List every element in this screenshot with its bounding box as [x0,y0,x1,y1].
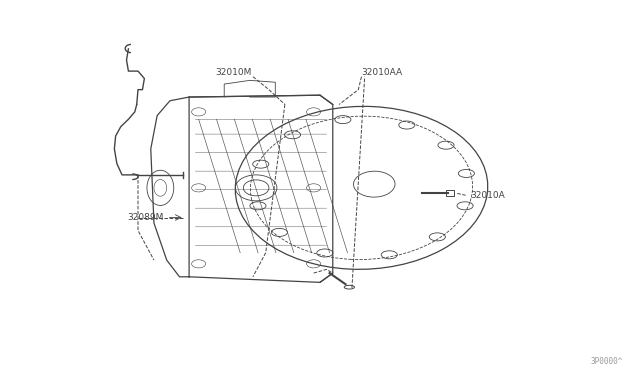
Text: 32010M: 32010M [216,68,252,77]
Text: 32010A: 32010A [470,191,505,200]
Text: 3P0000^: 3P0000^ [591,357,623,366]
Text: 32010AA: 32010AA [362,68,403,77]
Text: 32089M: 32089M [127,213,164,222]
